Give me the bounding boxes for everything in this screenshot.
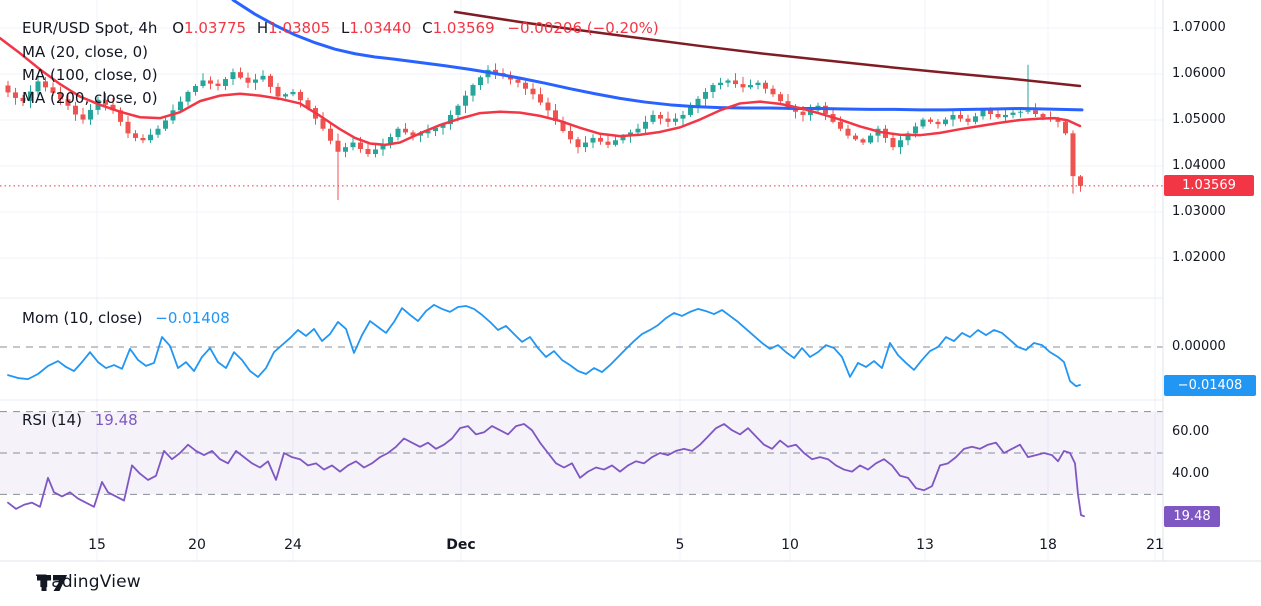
momentum-label: Mom (10, close) <box>22 309 143 327</box>
momentum-value-badge: −0.01408 <box>1164 374 1256 396</box>
open-label: O <box>172 19 185 37</box>
time-axis-label: 5 <box>675 537 685 553</box>
rsi-legend-row[interactable]: RSI (14) 19.48 <box>22 410 138 430</box>
ma100-legend-row[interactable]: MA (100, close, 0) <box>22 65 158 85</box>
time-axis-label: 18 <box>1039 537 1057 553</box>
close-value: 1.03569 <box>432 19 495 37</box>
time-axis-label: 24 <box>284 537 302 553</box>
rsi-axis-label: 60.00 <box>1172 424 1210 440</box>
high-value: 1.03805 <box>268 19 331 37</box>
price-axis-label: 1.05000 <box>1172 112 1226 127</box>
ma200-legend-row[interactable]: MA (200, close, 0) <box>22 88 158 108</box>
time-axis-label: 20 <box>188 537 206 553</box>
time-axis-label: 21 <box>1146 537 1164 553</box>
ma200-label: MA (200, close, 0) <box>22 89 158 107</box>
price-axis-label: 1.03000 <box>1172 204 1226 219</box>
time-axis-label: 13 <box>916 537 934 553</box>
rsi-value: 19.48 <box>94 411 138 429</box>
momentum-zero-label: 0.00000 <box>1172 339 1226 354</box>
rsi-axis-label: 40.00 <box>1172 465 1210 481</box>
symbol-title: EUR/USD Spot, 4h <box>22 19 158 37</box>
rsi-value-badge: 19.48 <box>1164 505 1220 527</box>
low-label: L <box>340 19 350 37</box>
low-value: 1.03440 <box>349 19 412 37</box>
price-axis-label: 1.06000 <box>1172 66 1226 81</box>
last-price-badge: 1.03569 <box>1164 175 1254 197</box>
rsi-label: RSI (14) <box>22 411 82 429</box>
close-label: C <box>422 19 433 37</box>
time-axis-label: 10 <box>781 537 799 553</box>
change-value: −0.00206 (−0.20%) <box>507 19 659 37</box>
high-label: H <box>256 19 269 37</box>
price-axis-label: 1.07000 <box>1172 20 1226 35</box>
symbol-legend-row[interactable]: EUR/USD Spot, 4h O1.03775 H1.03805 L1.03… <box>22 18 659 38</box>
time-axis-label: Dec <box>446 537 476 553</box>
open-value: 1.03775 <box>184 19 247 37</box>
price-axis-label: 1.02000 <box>1172 250 1226 265</box>
tradingview-logo-icon <box>37 575 67 591</box>
momentum-value: −0.01408 <box>155 309 230 327</box>
time-axis-label: 15 <box>88 537 106 553</box>
price-axis-label: 1.04000 <box>1172 158 1226 173</box>
ma100-label: MA (100, close, 0) <box>22 66 158 84</box>
momentum-legend-row[interactable]: Mom (10, close) −0.01408 <box>22 308 230 328</box>
ma20-legend-row[interactable]: MA (20, close, 0) <box>22 42 148 62</box>
ma20-label: MA (20, close, 0) <box>22 43 149 61</box>
tradingview-brand-link[interactable]: TradingView <box>36 572 141 592</box>
